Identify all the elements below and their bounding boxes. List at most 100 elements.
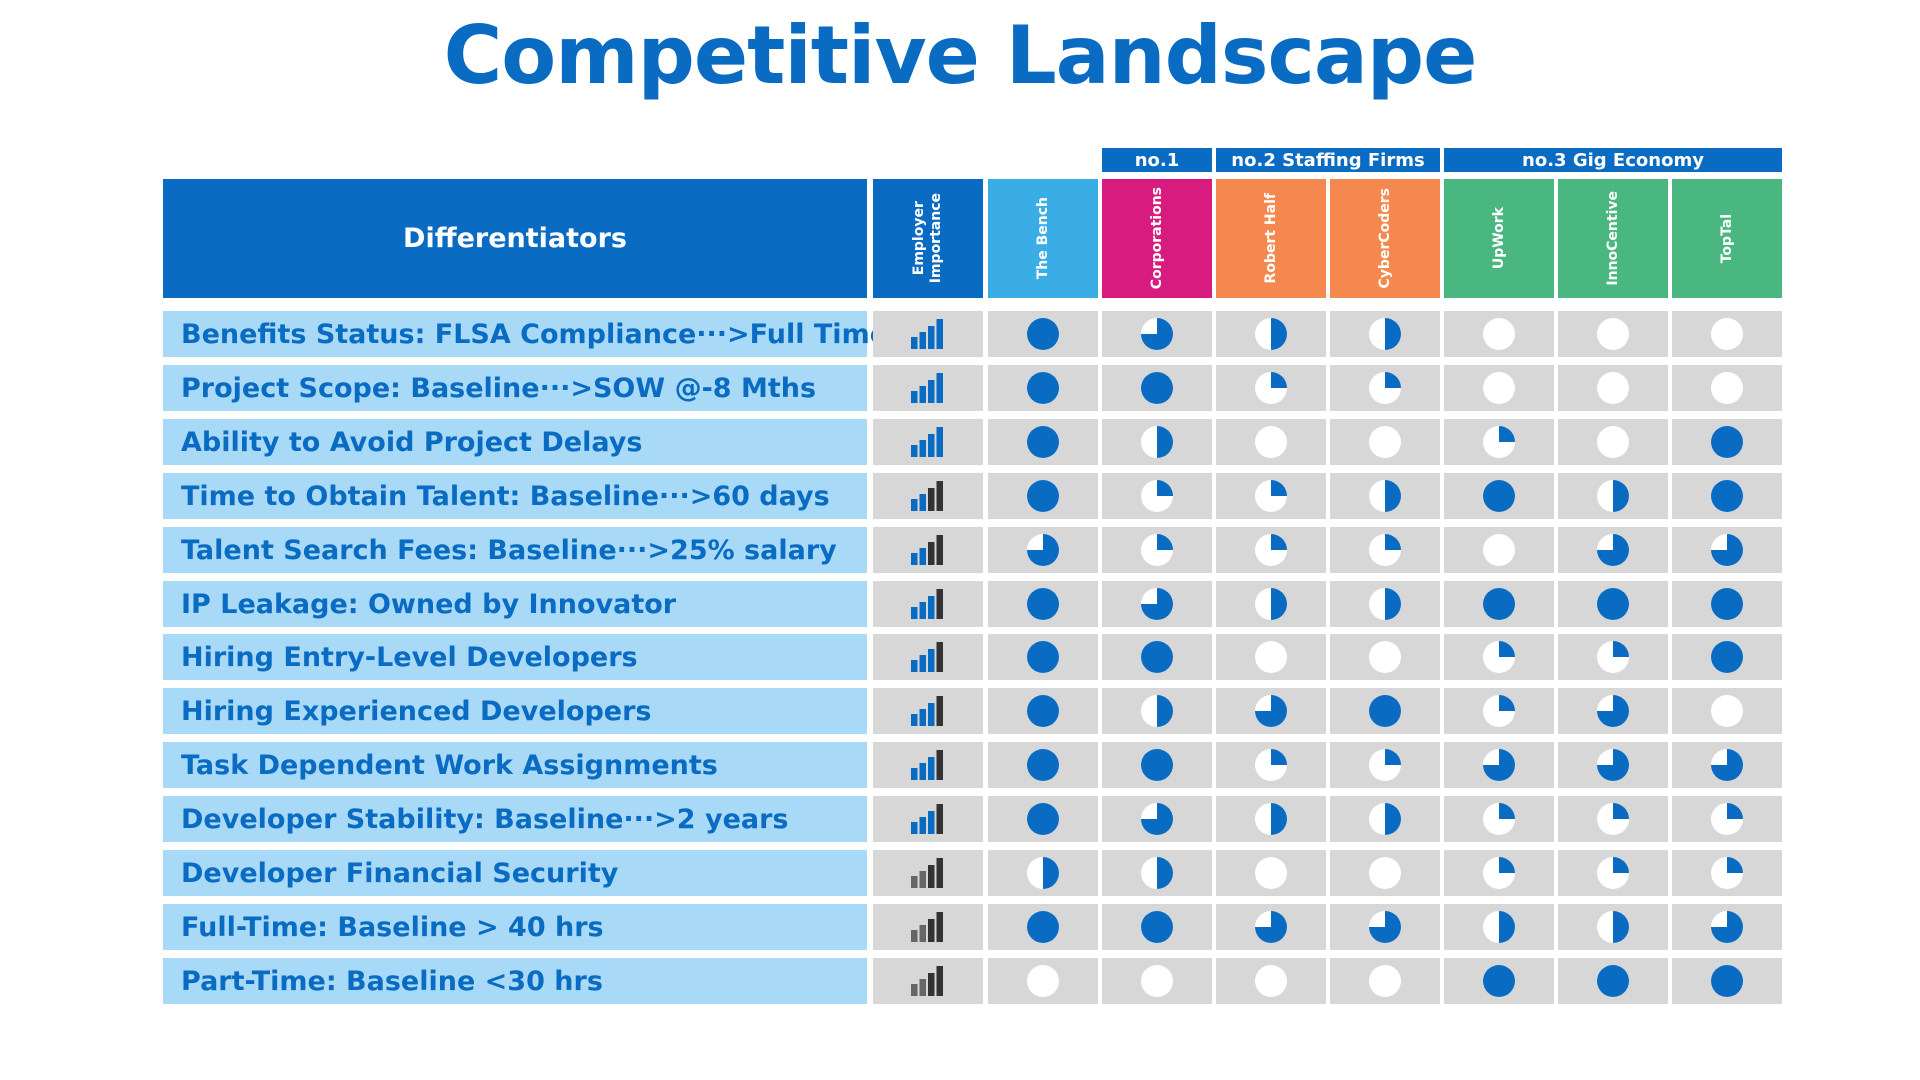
score-cell (988, 904, 1098, 950)
harvey-ball-icon (1709, 801, 1745, 837)
column-header-label: CyberCoders (1376, 188, 1393, 289)
harvey-ball-icon (1139, 909, 1175, 945)
harvey-ball-icon (1709, 370, 1745, 406)
harvey-ball-icon (1025, 639, 1061, 675)
score-cell (1558, 311, 1668, 357)
importance-bars-icon (911, 481, 945, 511)
score-cell (1330, 365, 1440, 411)
score-cell (1558, 419, 1668, 465)
page-title: Competitive Landscape (443, 9, 1478, 102)
harvey-ball-icon (1253, 855, 1289, 891)
harvey-ball-icon (1481, 316, 1517, 352)
score-cell (1444, 419, 1554, 465)
column-header-label: The Bench (1034, 197, 1051, 280)
group-label-no-3-gig-economy: no.3 Gig Economy (1444, 148, 1782, 172)
score-cell (1330, 527, 1440, 573)
harvey-ball-icon (1253, 586, 1289, 622)
score-cell (1672, 311, 1782, 357)
score-cell (1558, 904, 1668, 950)
column-header-label: Corporations (1148, 187, 1165, 290)
importance-bars-icon (911, 912, 945, 942)
score-cell (1444, 311, 1554, 357)
harvey-ball-icon (1253, 963, 1289, 999)
harvey-ball-icon (1709, 963, 1745, 999)
column-header-label: Robert Half (1262, 193, 1279, 284)
harvey-ball-icon (1709, 532, 1745, 568)
harvey-ball-icon (1481, 963, 1517, 999)
harvey-ball-icon (1025, 532, 1061, 568)
column-header-label: InnoCentive (1604, 191, 1621, 286)
column-header-label: Employer Importance (911, 193, 944, 284)
harvey-ball-icon (1253, 532, 1289, 568)
harvey-ball-icon (1139, 963, 1175, 999)
row-label-hiring-entry-level-developers: Hiring Entry-Level Developers (163, 634, 867, 680)
score-cell (1102, 527, 1212, 573)
score-cell (1216, 796, 1326, 842)
harvey-ball-icon (1253, 478, 1289, 514)
importance-bars-icon (911, 589, 945, 619)
harvey-ball-icon (1367, 747, 1403, 783)
harvey-ball-icon (1367, 963, 1403, 999)
harvey-ball-icon (1367, 909, 1403, 945)
score-cell (1558, 634, 1668, 680)
score-cell (1102, 581, 1212, 627)
harvey-ball-icon (1367, 693, 1403, 729)
harvey-ball-icon (1595, 801, 1631, 837)
score-cell (1102, 688, 1212, 734)
score-cell (988, 688, 1098, 734)
score-cell (988, 527, 1098, 573)
harvey-ball-icon (1367, 370, 1403, 406)
importance-bars-icon (911, 750, 945, 780)
score-cell (1672, 365, 1782, 411)
importance-bars-icon (911, 858, 945, 888)
importance-cell (873, 527, 983, 573)
score-cell (1444, 742, 1554, 788)
harvey-ball-icon (1025, 316, 1061, 352)
score-cell (1444, 473, 1554, 519)
score-cell (1558, 850, 1668, 896)
score-cell (1216, 365, 1326, 411)
importance-bars-icon (911, 696, 945, 726)
harvey-ball-icon (1139, 532, 1175, 568)
harvey-ball-icon (1139, 586, 1175, 622)
importance-cell (873, 958, 983, 1004)
harvey-ball-icon (1139, 801, 1175, 837)
score-cell (1216, 742, 1326, 788)
harvey-ball-icon (1481, 586, 1517, 622)
score-cell (1330, 311, 1440, 357)
score-cell (1102, 419, 1212, 465)
harvey-ball-icon (1253, 639, 1289, 675)
importance-cell (873, 365, 983, 411)
importance-cell (873, 473, 983, 519)
harvey-ball-icon (1709, 747, 1745, 783)
harvey-ball-icon (1025, 963, 1061, 999)
row-label-developer-stability-baseline-2-years: Developer Stability: Baseline···>2 years (163, 796, 867, 842)
harvey-ball-icon (1139, 855, 1175, 891)
score-cell (1330, 581, 1440, 627)
harvey-ball-icon (1481, 532, 1517, 568)
score-cell (1330, 742, 1440, 788)
harvey-ball-icon (1595, 424, 1631, 460)
harvey-ball-icon (1367, 424, 1403, 460)
importance-cell (873, 904, 983, 950)
score-cell (1444, 958, 1554, 1004)
score-cell (1444, 904, 1554, 950)
importance-bars-icon (911, 373, 945, 403)
harvey-ball-icon (1481, 693, 1517, 729)
importance-cell (873, 742, 983, 788)
row-label-project-scope-baseline-sow-8-mths: Project Scope: Baseline···>SOW @-8 Mths (163, 365, 867, 411)
column-header-toptal: TopTal (1672, 179, 1782, 298)
score-cell (1672, 904, 1782, 950)
harvey-ball-icon (1481, 909, 1517, 945)
score-cell (988, 311, 1098, 357)
row-label-talent-search-fees-baseline-25-salary: Talent Search Fees: Baseline···>25% sala… (163, 527, 867, 573)
column-header-employer-importance: Employer Importance (873, 179, 983, 298)
harvey-ball-icon (1025, 370, 1061, 406)
score-cell (1216, 527, 1326, 573)
importance-cell (873, 688, 983, 734)
score-cell (1102, 365, 1212, 411)
harvey-ball-icon (1025, 747, 1061, 783)
score-cell (1330, 634, 1440, 680)
harvey-ball-icon (1595, 747, 1631, 783)
score-cell (1216, 634, 1326, 680)
